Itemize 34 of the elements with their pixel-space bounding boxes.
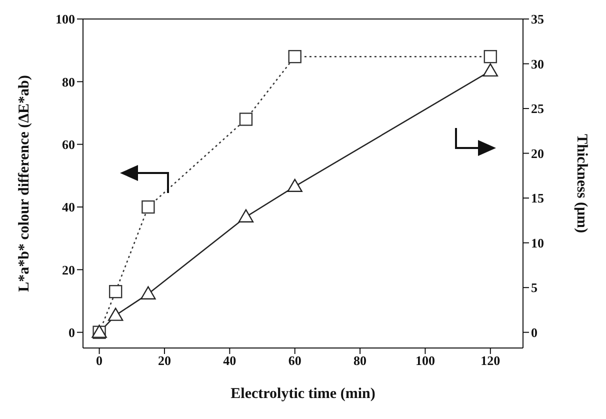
- point: [108, 308, 124, 321]
- y-axis-title: L*a*b* colour difference (ΔE*ab): [16, 75, 32, 292]
- point: [484, 50, 498, 64]
- y2-tick-label: 20: [531, 146, 544, 161]
- point: [108, 285, 122, 298]
- y-tick-label: 60: [62, 136, 75, 152]
- x-tick-label: 80: [354, 353, 367, 368]
- y2-tick-label: 35: [531, 12, 544, 27]
- y2-tick-label: 10: [531, 235, 544, 250]
- y-tick-label: 100: [56, 12, 75, 27]
- point: [140, 286, 156, 300]
- x-tick-label: 100: [415, 353, 435, 368]
- point: [239, 112, 253, 126]
- point: [482, 63, 498, 77]
- point: [142, 200, 155, 214]
- y-tick-label: 80: [62, 74, 75, 90]
- x-tick-label: 60: [288, 353, 302, 368]
- y2-tick-label: 0: [531, 324, 538, 340]
- y-tick-label: 0: [68, 324, 75, 340]
- x-tick-label: 20: [158, 353, 171, 368]
- x-tick-label: 120: [480, 353, 500, 368]
- x-tick-label: 0: [96, 353, 103, 368]
- y2-tick-label: 25: [531, 101, 544, 116]
- y2-axis-title: Thickness (μm): [574, 134, 590, 233]
- y-tick-label: 20: [62, 262, 75, 278]
- y-tick-label: 40: [62, 200, 75, 215]
- y2-tick-label: 15: [531, 190, 544, 206]
- y2-tick-label: 30: [531, 56, 544, 72]
- point: [287, 178, 302, 192]
- point: [288, 50, 302, 64]
- y2-tick-label: 5: [531, 280, 538, 296]
- x-axis-title: Electrolytic time (min): [230, 386, 376, 402]
- point: [238, 209, 254, 222]
- x-tick-label: 40: [223, 353, 236, 368]
